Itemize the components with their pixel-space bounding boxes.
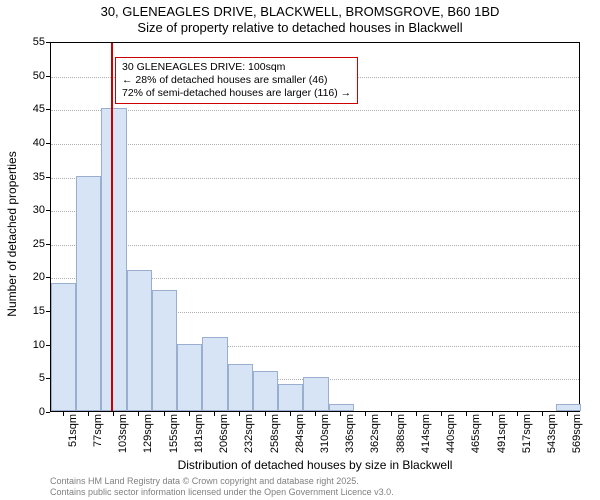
annotation-box: 30 GLENEAGLES DRIVE: 100sqm← 28% of deta… — [115, 57, 358, 104]
histogram-bar — [253, 371, 278, 411]
histogram-bar — [101, 108, 126, 411]
x-tick-mark — [492, 412, 493, 416]
x-tick-label: 465sqm — [470, 414, 482, 458]
x-tick-mark — [138, 412, 139, 416]
x-tick-label: 129sqm — [142, 414, 154, 458]
x-tick-label: 517sqm — [521, 414, 533, 458]
y-tick-label: 0 — [15, 406, 45, 418]
x-tick-label: 362sqm — [369, 414, 381, 458]
gridline — [51, 144, 579, 145]
x-tick-label: 414sqm — [420, 414, 432, 458]
gridline — [51, 110, 579, 111]
x-axis-label: Distribution of detached houses by size … — [50, 458, 580, 472]
histogram-bar — [177, 344, 202, 411]
y-tick-mark — [46, 412, 50, 413]
x-tick-mark — [517, 412, 518, 416]
x-tick-label: 181sqm — [193, 414, 205, 458]
reference-line — [111, 43, 113, 411]
histogram-bar — [76, 176, 101, 411]
x-tick-mark — [265, 412, 266, 416]
y-tick-label: 50 — [15, 70, 45, 82]
y-tick-label: 25 — [15, 238, 45, 250]
y-tick-label: 20 — [15, 271, 45, 283]
x-tick-mark — [391, 412, 392, 416]
footer-line-1: Contains HM Land Registry data © Crown c… — [50, 476, 580, 487]
x-tick-mark — [365, 412, 366, 416]
x-tick-mark — [466, 412, 467, 416]
x-tick-mark — [214, 412, 215, 416]
x-tick-label: 206sqm — [218, 414, 230, 458]
y-tick-label: 15 — [15, 305, 45, 317]
gridline — [51, 211, 579, 212]
x-tick-label: 388sqm — [395, 414, 407, 458]
histogram-bar — [329, 404, 354, 411]
gridline — [51, 178, 579, 179]
histogram-bar — [303, 377, 328, 411]
x-tick-mark — [340, 412, 341, 416]
y-tick-label: 5 — [15, 372, 45, 384]
x-tick-label: 77sqm — [92, 414, 104, 458]
x-tick-mark — [189, 412, 190, 416]
y-tick-label: 35 — [15, 171, 45, 183]
annotation-line: 30 GLENEAGLES DRIVE: 100sqm — [122, 61, 351, 74]
x-tick-label: 258sqm — [269, 414, 281, 458]
x-tick-label: 51sqm — [67, 414, 79, 458]
histogram-bar — [228, 364, 253, 411]
y-axis-label-wrap: Number of detached properties — [12, 42, 24, 412]
histogram-bar — [202, 337, 227, 411]
x-tick-label: 336sqm — [344, 414, 356, 458]
x-tick-label: 491sqm — [496, 414, 508, 458]
footer-line-2: Contains public sector information licen… — [50, 487, 580, 498]
title-line-1: 30, GLENEAGLES DRIVE, BLACKWELL, BROMSGR… — [0, 4, 600, 20]
x-tick-mark — [315, 412, 316, 416]
histogram-bar — [556, 404, 581, 411]
x-tick-mark — [113, 412, 114, 416]
x-tick-label: 310sqm — [319, 414, 331, 458]
x-tick-label: 569sqm — [571, 414, 583, 458]
y-tick-label: 10 — [15, 339, 45, 351]
chart-title: 30, GLENEAGLES DRIVE, BLACKWELL, BROMSGR… — [0, 4, 600, 37]
x-tick-label: 284sqm — [294, 414, 306, 458]
y-tick-label: 45 — [15, 103, 45, 115]
x-tick-mark — [63, 412, 64, 416]
histogram-bar — [152, 290, 177, 411]
x-tick-mark — [567, 412, 568, 416]
x-tick-label: 543sqm — [546, 414, 558, 458]
x-tick-label: 440sqm — [445, 414, 457, 458]
chart-container: 30, GLENEAGLES DRIVE, BLACKWELL, BROMSGR… — [0, 0, 600, 500]
annotation-line: 72% of semi-detached houses are larger (… — [122, 87, 351, 100]
gridline — [51, 245, 579, 246]
plot-area: 30 GLENEAGLES DRIVE: 100sqm← 28% of deta… — [50, 42, 580, 412]
histogram-bar — [278, 384, 303, 411]
x-tick-mark — [88, 412, 89, 416]
y-tick-label: 55 — [15, 36, 45, 48]
footer-text: Contains HM Land Registry data © Crown c… — [50, 476, 580, 498]
x-tick-label: 232sqm — [243, 414, 255, 458]
histogram-bar — [51, 283, 76, 411]
y-tick-label: 40 — [15, 137, 45, 149]
x-tick-mark — [441, 412, 442, 416]
y-tick-label: 30 — [15, 204, 45, 216]
annotation-line: ← 28% of detached houses are smaller (46… — [122, 74, 351, 87]
x-tick-mark — [239, 412, 240, 416]
x-tick-label: 155sqm — [168, 414, 180, 458]
title-line-2: Size of property relative to detached ho… — [0, 20, 600, 36]
x-tick-mark — [542, 412, 543, 416]
histogram-bar — [127, 270, 152, 411]
x-tick-mark — [290, 412, 291, 416]
x-tick-label: 103sqm — [117, 414, 129, 458]
x-tick-mark — [164, 412, 165, 416]
x-tick-mark — [416, 412, 417, 416]
